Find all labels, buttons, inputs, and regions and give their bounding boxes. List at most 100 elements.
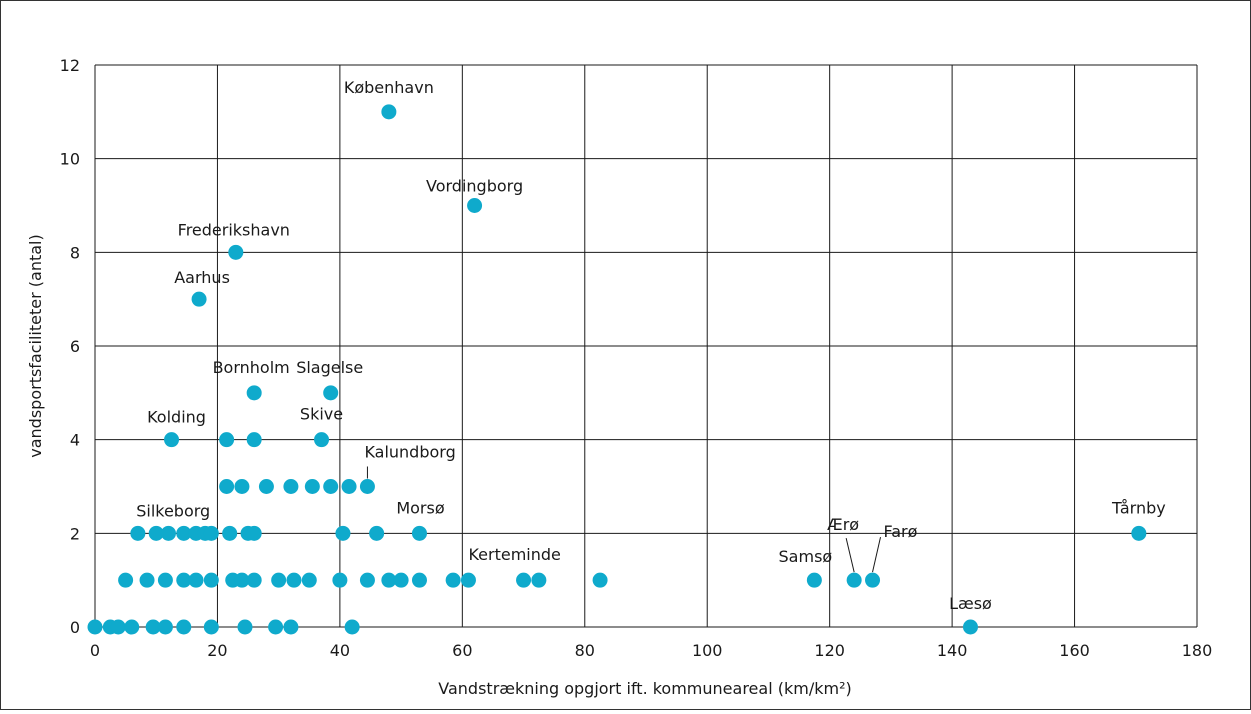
data-point: [219, 432, 235, 448]
data-point: [124, 619, 140, 635]
label-leader-line: [845, 538, 855, 573]
data-point: [87, 619, 103, 635]
y-tick-label: 6: [70, 337, 80, 356]
data-point: [1131, 525, 1147, 541]
data-point: [445, 572, 461, 588]
x-tick-label: 60: [452, 641, 472, 660]
data-point: [381, 104, 397, 120]
point-label: Silkeborg: [136, 501, 210, 520]
point-label: Skive: [300, 405, 343, 424]
data-point: [219, 479, 235, 494]
data-point: [160, 525, 176, 541]
data-point: [592, 572, 608, 588]
data-points: [87, 104, 1147, 635]
data-point: [228, 244, 244, 260]
data-point: [467, 198, 483, 213]
data-point: [271, 572, 287, 588]
x-tick-label: 120: [814, 641, 845, 660]
point-label: Farø: [884, 522, 918, 541]
data-point: [139, 572, 155, 588]
data-point: [246, 525, 262, 541]
data-point: [246, 385, 262, 401]
data-point: [203, 619, 219, 635]
point-label: København: [344, 78, 434, 97]
data-point: [176, 572, 192, 588]
x-axis-label: Vandstrækning opgjort ift. kommuneareal …: [438, 679, 851, 698]
leader-lines: [366, 466, 882, 573]
x-tick-label: 160: [1059, 641, 1090, 660]
data-point: [118, 572, 134, 588]
y-tick-label: 8: [70, 243, 80, 262]
data-point: [164, 432, 180, 448]
data-point: [369, 525, 385, 541]
x-tick-label: 80: [575, 641, 595, 660]
data-point: [268, 619, 284, 635]
data-point: [203, 525, 219, 541]
x-tick-label: 20: [207, 641, 227, 660]
data-point: [460, 572, 476, 588]
data-point: [130, 525, 146, 541]
data-point: [222, 525, 238, 541]
x-tick-label: 100: [692, 641, 723, 660]
data-point: [234, 572, 250, 588]
data-point: [806, 572, 822, 588]
point-label: Kerteminde: [468, 545, 560, 564]
data-point: [301, 572, 317, 588]
data-point: [335, 525, 351, 541]
point-label: Vordingborg: [426, 177, 523, 196]
data-point: [157, 572, 173, 588]
data-point: [176, 525, 192, 541]
data-point: [188, 572, 204, 588]
data-point: [393, 572, 409, 588]
data-point: [246, 572, 262, 588]
data-point: [323, 385, 339, 401]
point-label: Frederikshavn: [178, 220, 290, 239]
data-point: [237, 619, 253, 635]
tick-labels: 0 20 40 60 80 100 120 140 160 180 0 2 4 6 8 10 12: [60, 56, 1213, 660]
point-label: Morsø: [396, 498, 445, 517]
data-point: [332, 572, 348, 588]
y-tick-label: 0: [70, 618, 80, 637]
data-point: [359, 572, 375, 588]
x-tick-label: 140: [937, 641, 968, 660]
point-labels: København Vordingborg Frederikshavn Aarhus B…: [136, 78, 1165, 613]
data-point: [304, 479, 320, 494]
point-label: Kalundborg: [364, 443, 455, 462]
point-label: Læsø: [949, 594, 992, 613]
label-leader-line: [872, 537, 882, 573]
data-point: [283, 479, 299, 494]
data-point: [323, 479, 339, 494]
data-point: [359, 479, 375, 494]
data-point: [203, 572, 219, 588]
data-point: [191, 291, 207, 307]
point-label: Tårnby: [1111, 498, 1166, 517]
y-tick-label: 2: [70, 524, 80, 543]
data-point: [246, 432, 262, 448]
point-label: Samsø: [779, 547, 833, 566]
data-point: [411, 525, 427, 541]
data-point: [314, 432, 330, 448]
data-point: [344, 619, 360, 635]
data-point: [148, 525, 164, 541]
y-tick-label: 10: [60, 150, 80, 169]
x-tick-label: 40: [330, 641, 350, 660]
x-tick-label: 180: [1182, 641, 1213, 660]
data-point: [341, 479, 357, 494]
data-point: [531, 572, 547, 588]
point-label: Aarhus: [174, 268, 230, 287]
y-tick-label: 12: [60, 56, 80, 75]
data-point: [110, 619, 126, 635]
data-point: [846, 572, 862, 588]
data-point: [258, 479, 274, 494]
data-point: [411, 572, 427, 588]
data-point: [516, 572, 532, 588]
x-tick-label: 0: [90, 641, 100, 660]
y-tick-label: 4: [70, 431, 80, 450]
data-point: [176, 619, 192, 635]
data-point: [234, 479, 250, 494]
point-label: Slagelse: [296, 358, 363, 377]
data-point: [286, 572, 302, 588]
